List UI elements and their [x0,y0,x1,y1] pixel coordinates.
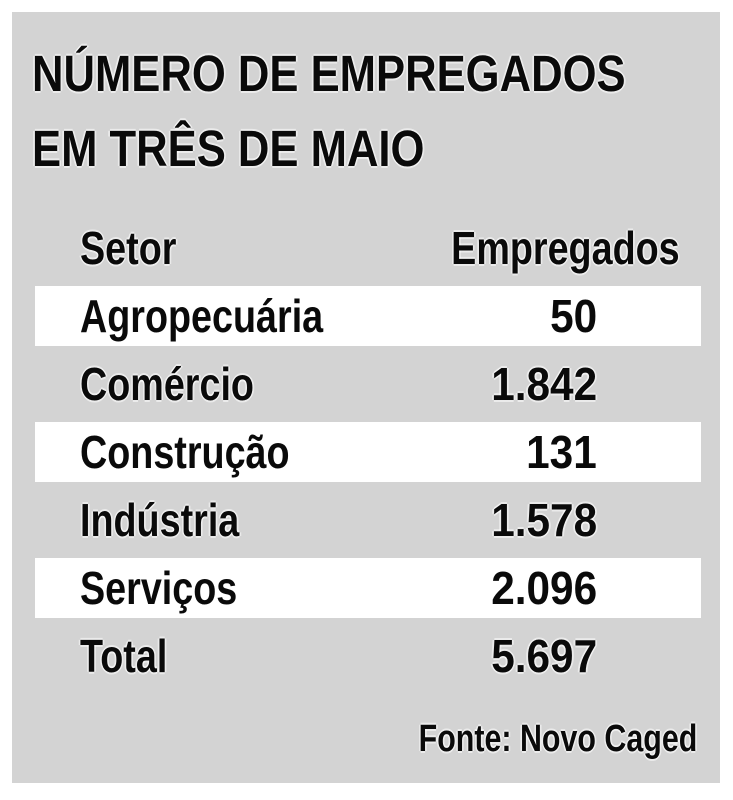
title-line-1: NÚMERO DE EMPREGADOS [32,45,626,102]
row-highlight [35,286,701,346]
infographic-panel: NÚMERO DE EMPREGADOS EM TRÊS DE MAIO Set… [12,12,720,783]
sector-cell: Agropecuária [80,290,324,342]
employees-cell: 1.842 [491,358,597,410]
table-row: Indústria 1.578 [12,486,720,554]
table-row: Construção 131 [12,418,720,486]
table-row: Comércio 1.842 [12,350,720,418]
employees-cell: 131 [526,426,597,478]
header-sector: Setor [80,222,177,274]
sector-cell: Construção [80,426,290,478]
employees-cell: 5.697 [491,630,597,682]
header-employees: Empregados [451,222,680,274]
sector-cell: Total [80,630,168,682]
employees-cell: 50 [549,290,597,342]
table-row: Agropecuária 50 [12,282,720,350]
sector-cell: Serviços [80,562,238,614]
source-credit: Fonte: Novo Caged [418,718,697,760]
sector-cell: Indústria [80,494,240,546]
employees-cell: 1.578 [491,494,597,546]
page-title: NÚMERO DE EMPREGADOS EM TRÊS DE MAIO [12,12,720,186]
table-row: Serviços 2.096 [12,554,720,622]
row-highlight [35,422,701,482]
employees-cell: 2.096 [491,562,597,614]
table-header-row: Setor Empregados [12,214,720,282]
sector-cell: Comércio [80,358,254,410]
employees-table: Setor Empregados Agropecuária 50 Comérci… [12,214,720,690]
row-highlight [35,558,701,618]
table-row-total: Total 5.697 [12,622,720,690]
title-line-2: EM TRÊS DE MAIO [32,120,425,177]
